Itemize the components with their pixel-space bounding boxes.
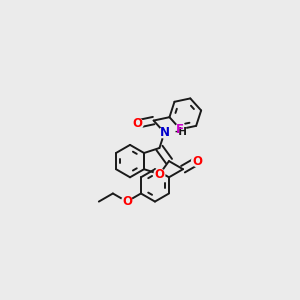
Text: O: O: [154, 168, 164, 181]
Text: -H: -H: [174, 127, 187, 136]
Circle shape: [122, 196, 132, 207]
Circle shape: [175, 124, 186, 135]
Text: O: O: [122, 195, 132, 208]
Text: N: N: [160, 126, 170, 139]
Circle shape: [132, 118, 143, 129]
Circle shape: [159, 127, 170, 138]
Text: O: O: [192, 154, 202, 168]
Text: F: F: [176, 123, 184, 136]
Circle shape: [154, 169, 165, 180]
Text: O: O: [133, 117, 143, 130]
Circle shape: [192, 156, 203, 167]
